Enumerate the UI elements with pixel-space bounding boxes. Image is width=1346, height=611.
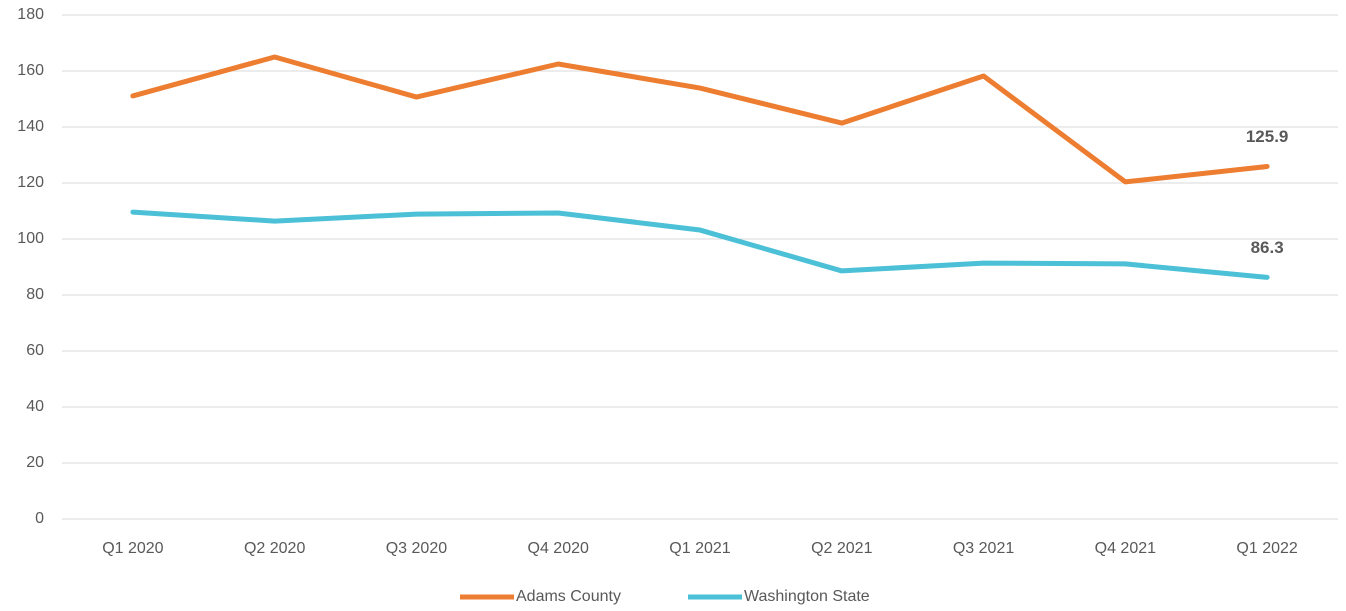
y-tick-label: 80 [26, 286, 44, 303]
data-label: 86.3 [1251, 238, 1284, 257]
x-tick-label: Q1 2021 [669, 540, 730, 557]
y-tick-label: 100 [17, 230, 44, 247]
data-label: 125.9 [1246, 127, 1289, 146]
series-line [130, 209, 1270, 280]
x-tick-label: Q1 2022 [1236, 540, 1297, 557]
y-tick-label: 20 [26, 454, 44, 471]
y-tick-label: 0 [35, 510, 44, 527]
y-tick-label: 60 [26, 342, 44, 359]
y-tick-label: 40 [26, 398, 44, 415]
legend-label: Washington State [744, 588, 870, 605]
x-tick-label: Q1 2020 [102, 540, 163, 557]
legend-label: Adams County [516, 588, 621, 605]
y-tick-label: 160 [17, 62, 44, 79]
x-tick-label: Q3 2020 [386, 540, 447, 557]
x-tick-label: Q4 2020 [528, 540, 589, 557]
x-tick-label: Q2 2020 [244, 540, 305, 557]
y-tick-label: 140 [17, 118, 44, 135]
series-line [130, 54, 1270, 185]
y-tick-label: 180 [17, 6, 44, 23]
x-tick-label: Q4 2021 [1095, 540, 1156, 557]
x-tick-label: Q2 2021 [811, 540, 872, 557]
x-tick-label: Q3 2021 [953, 540, 1014, 557]
y-tick-label: 120 [17, 174, 44, 191]
